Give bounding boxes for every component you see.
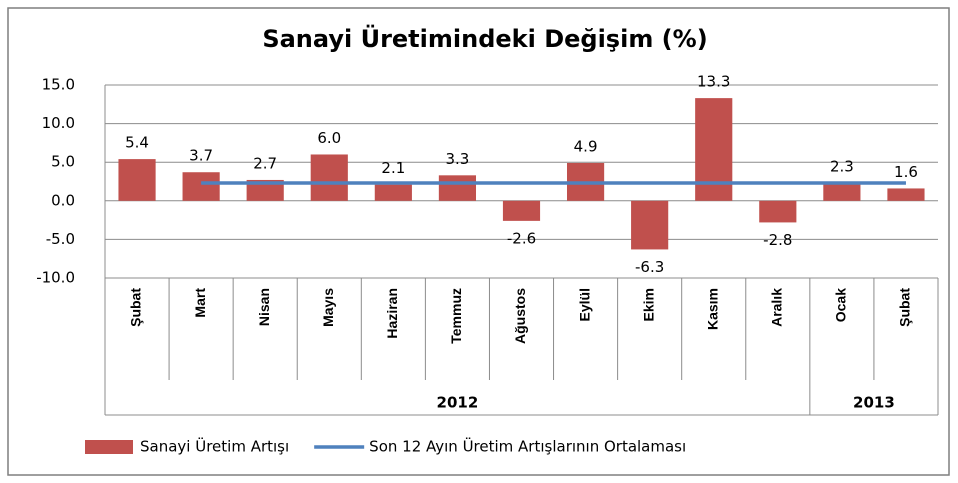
chart-frame — [7, 7, 950, 476]
bar — [887, 188, 925, 201]
group-label: 2012 — [437, 394, 479, 412]
bar — [118, 159, 156, 201]
x-tick-label: Mayıs — [320, 288, 336, 327]
bar — [823, 183, 861, 201]
group-label: 2013 — [853, 394, 895, 412]
bar — [631, 200, 669, 250]
data-label: -2.6 — [507, 229, 536, 247]
x-tick-label: Temmuz — [448, 288, 464, 344]
data-label: 3.7 — [189, 147, 213, 165]
data-label: 2.3 — [830, 158, 854, 176]
y-tick-label: 0.0 — [51, 191, 75, 209]
chart-title: Sanayi Üretimindeki Değişim (%) — [262, 23, 707, 53]
bar — [438, 175, 477, 201]
data-label: 2.1 — [381, 159, 405, 177]
x-tick-label: Ekim — [640, 288, 656, 321]
bar — [246, 179, 284, 201]
data-label: -6.3 — [635, 258, 664, 276]
bar — [695, 98, 733, 201]
x-tick-label: Eylül — [576, 288, 592, 321]
x-tick-label: Kasım — [704, 288, 720, 330]
data-label: 13.3 — [697, 73, 730, 91]
bar — [759, 200, 797, 223]
data-label: 5.4 — [125, 134, 149, 152]
y-tick-label: 15.0 — [42, 76, 75, 94]
data-label: 1.6 — [894, 163, 918, 181]
x-tick-label: Mart — [192, 288, 208, 318]
x-tick-label: Şubat — [897, 288, 913, 327]
bar — [502, 200, 541, 221]
legend-swatch — [85, 440, 133, 454]
bar — [310, 154, 348, 201]
legend-label: Son 12 Ayın Üretim Artışlarının Ortalama… — [369, 437, 686, 456]
x-tick-label: Nisan — [256, 288, 272, 326]
data-label: 4.9 — [574, 137, 598, 155]
data-label: -2.8 — [763, 231, 792, 249]
data-label: 6.0 — [317, 129, 341, 147]
y-tick-label: 5.0 — [51, 153, 75, 171]
data-label: 2.7 — [253, 154, 277, 172]
bar — [182, 172, 220, 201]
x-tick-label: Şubat — [128, 288, 144, 327]
x-tick-label: Haziran — [384, 288, 400, 339]
x-tick-label: Ocak — [833, 288, 849, 322]
legend-label: Sanayi Üretim Artışı — [140, 437, 289, 456]
x-tick-label: Aralık — [769, 288, 785, 327]
data-label: 3.3 — [445, 150, 469, 168]
y-tick-label: -5.0 — [46, 230, 75, 248]
y-tick-label: -10.0 — [36, 269, 75, 287]
x-tick-label: Ağustos — [512, 288, 528, 344]
bar — [374, 184, 412, 201]
y-tick-label: 10.0 — [42, 114, 75, 132]
